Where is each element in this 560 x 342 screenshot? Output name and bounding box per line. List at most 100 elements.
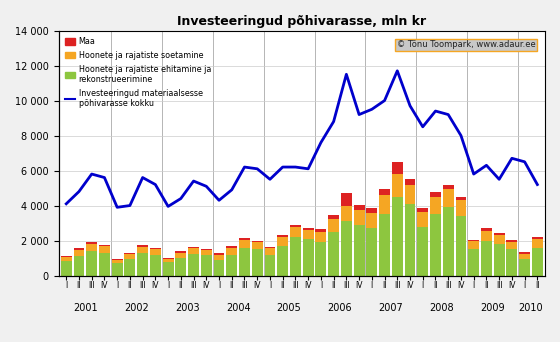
Bar <box>137 247 148 253</box>
Bar <box>468 241 479 249</box>
Text: 2010: 2010 <box>519 303 543 313</box>
Bar <box>481 228 492 231</box>
Bar <box>277 246 288 276</box>
Bar <box>354 225 365 276</box>
Bar <box>252 241 263 242</box>
Bar <box>506 249 517 276</box>
Bar <box>264 247 276 248</box>
Bar <box>417 212 428 226</box>
Bar <box>366 228 377 276</box>
Bar <box>175 253 186 258</box>
Bar <box>175 258 186 276</box>
Bar <box>201 255 212 276</box>
Bar <box>468 249 479 276</box>
Bar <box>366 212 377 228</box>
Bar <box>506 242 517 249</box>
Bar <box>303 239 314 276</box>
Bar <box>226 248 237 254</box>
Bar <box>112 260 123 263</box>
Bar <box>430 214 441 276</box>
Bar <box>315 242 326 276</box>
Bar <box>201 249 212 250</box>
Bar <box>73 248 85 250</box>
Title: Investeeringud põhivarasse, mln kr: Investeeringud põhivarasse, mln kr <box>177 15 426 28</box>
Bar <box>392 174 403 197</box>
Bar <box>150 249 161 254</box>
Bar <box>315 232 326 242</box>
Bar <box>290 227 301 237</box>
Bar <box>392 197 403 276</box>
Bar <box>328 215 339 219</box>
Bar <box>99 245 110 246</box>
Bar <box>341 206 352 221</box>
Bar <box>112 263 123 276</box>
Bar <box>99 253 110 276</box>
Bar <box>379 189 390 195</box>
Bar <box>188 254 199 276</box>
Bar <box>430 192 441 197</box>
Text: 2009: 2009 <box>480 303 505 313</box>
Bar <box>379 214 390 276</box>
Bar <box>61 261 72 276</box>
Bar <box>226 246 237 248</box>
Bar <box>532 237 543 239</box>
Bar <box>150 254 161 276</box>
Bar <box>405 185 416 204</box>
Legend: Maa, Hoonete ja rajatiste soetamine, Hoonete ja rajatiste ehitamine ja
rekonstru: Maa, Hoonete ja rajatiste soetamine, Hoo… <box>63 35 213 111</box>
Bar <box>354 205 365 210</box>
Bar <box>290 225 301 227</box>
Bar <box>163 262 174 276</box>
Bar <box>137 253 148 276</box>
Bar <box>188 247 199 248</box>
Bar <box>163 259 174 262</box>
Bar <box>264 248 276 254</box>
Bar <box>188 248 199 254</box>
Bar <box>532 248 543 276</box>
Text: 2005: 2005 <box>277 303 301 313</box>
Bar <box>124 259 136 276</box>
Bar <box>519 254 530 259</box>
Bar <box>239 240 250 248</box>
Bar <box>124 253 136 254</box>
Bar <box>532 239 543 248</box>
Bar <box>455 197 466 200</box>
Bar <box>86 244 97 251</box>
Bar <box>150 248 161 249</box>
Bar <box>226 254 237 276</box>
Text: 2002: 2002 <box>124 303 148 313</box>
Bar <box>112 259 123 260</box>
Bar <box>303 230 314 239</box>
Bar <box>455 200 466 216</box>
Bar <box>252 242 263 249</box>
Bar <box>481 240 492 276</box>
Bar <box>468 240 479 241</box>
Bar <box>519 252 530 254</box>
Bar <box>61 256 72 257</box>
Bar <box>405 179 416 185</box>
Bar <box>354 210 365 225</box>
Bar <box>443 189 454 207</box>
Bar <box>303 228 314 230</box>
Bar <box>341 193 352 206</box>
Bar <box>213 260 225 276</box>
Bar <box>213 255 225 260</box>
Bar <box>417 226 428 276</box>
Bar <box>290 237 301 276</box>
Text: 2007: 2007 <box>379 303 403 313</box>
Bar <box>277 235 288 237</box>
Bar <box>379 195 390 214</box>
Bar <box>163 258 174 259</box>
Bar <box>494 233 505 235</box>
Bar <box>239 248 250 276</box>
Bar <box>494 235 505 244</box>
Bar <box>264 254 276 276</box>
Bar <box>341 221 352 276</box>
Bar <box>315 229 326 232</box>
Bar <box>430 197 441 214</box>
Bar <box>73 250 85 256</box>
Text: 2004: 2004 <box>226 303 250 313</box>
Bar <box>494 244 505 276</box>
Bar <box>99 246 110 253</box>
Text: 2008: 2008 <box>430 303 454 313</box>
Bar <box>175 251 186 253</box>
